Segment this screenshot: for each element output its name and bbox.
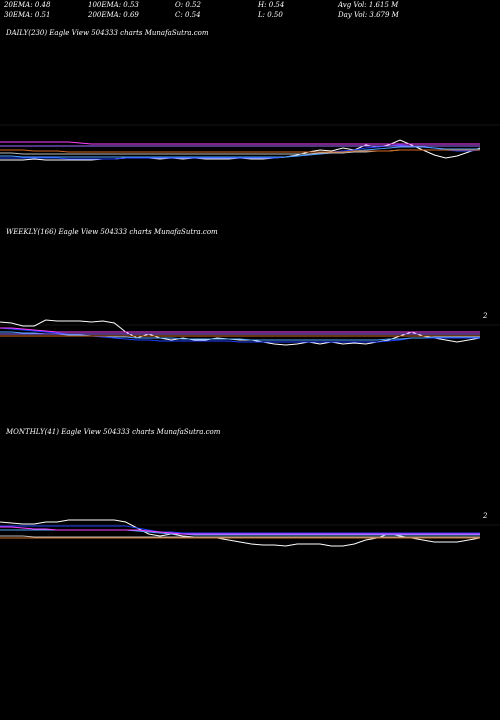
stat-100ema: 100EMA: 0.53 <box>88 1 139 9</box>
weekly-series-ema_magenta <box>0 327 480 333</box>
stat-30ema: 30EMA: 0.51 <box>4 11 51 19</box>
daily-chart-title: DAILY(230) Eagle View 504333 charts Muna… <box>6 29 209 37</box>
monthly-series-ema_magenta <box>0 526 480 535</box>
stat-day-vol: Day Vol: 3.679 M <box>338 11 399 19</box>
weekly-tick-label: 2 <box>483 312 488 320</box>
stat-close: C: 0.54 <box>175 11 201 19</box>
stat-low: L: 0.50 <box>258 11 283 19</box>
monthly-chart <box>0 519 500 547</box>
stat-open: O: 0.52 <box>175 1 201 9</box>
weekly-series-ema_mid <box>0 331 480 341</box>
stats-header: 20EMA: 0.48 100EMA: 0.53 O: 0.52 H: 0.54… <box>0 0 500 22</box>
stat-high: H: 0.54 <box>258 1 285 9</box>
daily-series-ema_mid <box>0 146 480 158</box>
daily-series-ema_orange <box>0 149 480 153</box>
weekly-chart-title: WEEKLY(166) Eagle View 504333 charts Mun… <box>6 228 218 236</box>
stat-20ema: 20EMA: 0.48 <box>4 1 51 9</box>
monthly-series-price <box>0 519 481 547</box>
daily-series-ema_short <box>0 144 481 160</box>
weekly-series-price <box>0 319 481 346</box>
monthly-chart-title: MONTHLY(41) Eagle View 504333 charts Mun… <box>6 428 221 436</box>
monthly-series-ema_gray <box>0 535 480 538</box>
daily-series-ema_magenta <box>0 141 480 145</box>
stat-200ema: 200EMA: 0.69 <box>88 11 139 19</box>
weekly-chart <box>0 319 500 346</box>
stat-avg-vol: Avg Vol: 1.615 M <box>338 1 399 9</box>
monthly-tick-label: 2 <box>483 512 488 520</box>
monthly-series-ema_short <box>0 525 480 534</box>
daily-chart <box>0 124 500 161</box>
